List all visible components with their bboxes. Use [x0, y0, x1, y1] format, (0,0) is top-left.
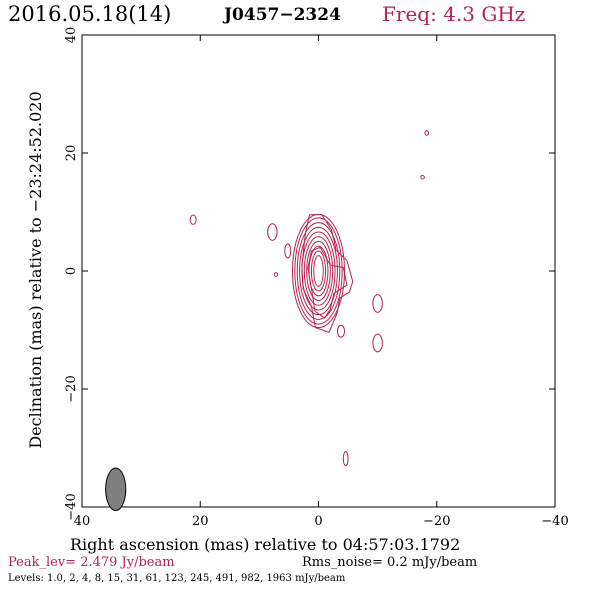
axis-tick-labels: 40 20 0 −20 −40 −40 −20 0 20 40: [64, 27, 569, 529]
contour-levels: Levels: 1.0, 2, 4, 8, 15, 31, 61, 123, 2…: [8, 573, 346, 584]
frequency-label: Freq: 4.3 GHz: [382, 2, 526, 26]
contour-lines: [189, 130, 429, 467]
core-contour: [296, 222, 341, 320]
component-contour: [372, 294, 383, 313]
beam-ellipse: [105, 467, 127, 512]
core-contour: [310, 250, 327, 292]
component-contour: [273, 272, 279, 277]
peak-level: Peak_lev= 2.479 Jy/beam: [8, 555, 175, 570]
jet-inner-contour: [307, 246, 348, 319]
beam: [105, 467, 127, 512]
core-contour: [299, 226, 338, 316]
x-axis-label: Right ascension (mas) relative to 04:57:…: [70, 535, 461, 554]
core-contour: [306, 241, 331, 301]
y-tick-label: −40: [64, 493, 79, 520]
observation-date: 2016.05.18(14): [8, 2, 172, 26]
core-contour: [313, 255, 324, 287]
component-contour: [336, 324, 346, 338]
axis-ticks: [81, 34, 556, 508]
core-contour: [291, 213, 346, 329]
x-tick-label: 0: [314, 514, 322, 529]
y-tick-label: 0: [64, 267, 79, 275]
rms-noise: Rms_noise= 0.2 mJy/beam: [302, 555, 478, 570]
plot-frame: [81, 34, 556, 508]
x-tick-label: −40: [541, 514, 568, 529]
component-contour: [424, 130, 429, 136]
x-tick-label: 40: [74, 514, 91, 529]
source-name: J0457−2324: [224, 5, 341, 25]
component-contour: [189, 214, 197, 225]
component-contour: [267, 223, 278, 241]
component-contour: [420, 174, 425, 180]
component-contour: [372, 333, 383, 353]
y-tick-label: 20: [64, 145, 79, 162]
core-contour: [301, 231, 336, 311]
core-contour: [294, 217, 343, 325]
core-contour: [308, 245, 329, 297]
y-tick-label: 40: [64, 27, 79, 44]
core-contour: [303, 236, 334, 306]
plot-border: [81, 34, 556, 508]
y-axis-label: Declination (mas) relative to −23:24:52.…: [26, 91, 45, 449]
y-tick-label: −20: [64, 375, 79, 402]
x-tick-label: 20: [192, 514, 209, 529]
x-tick-label: −20: [423, 514, 450, 529]
component-contour: [342, 451, 349, 467]
component-contour: [284, 243, 292, 259]
